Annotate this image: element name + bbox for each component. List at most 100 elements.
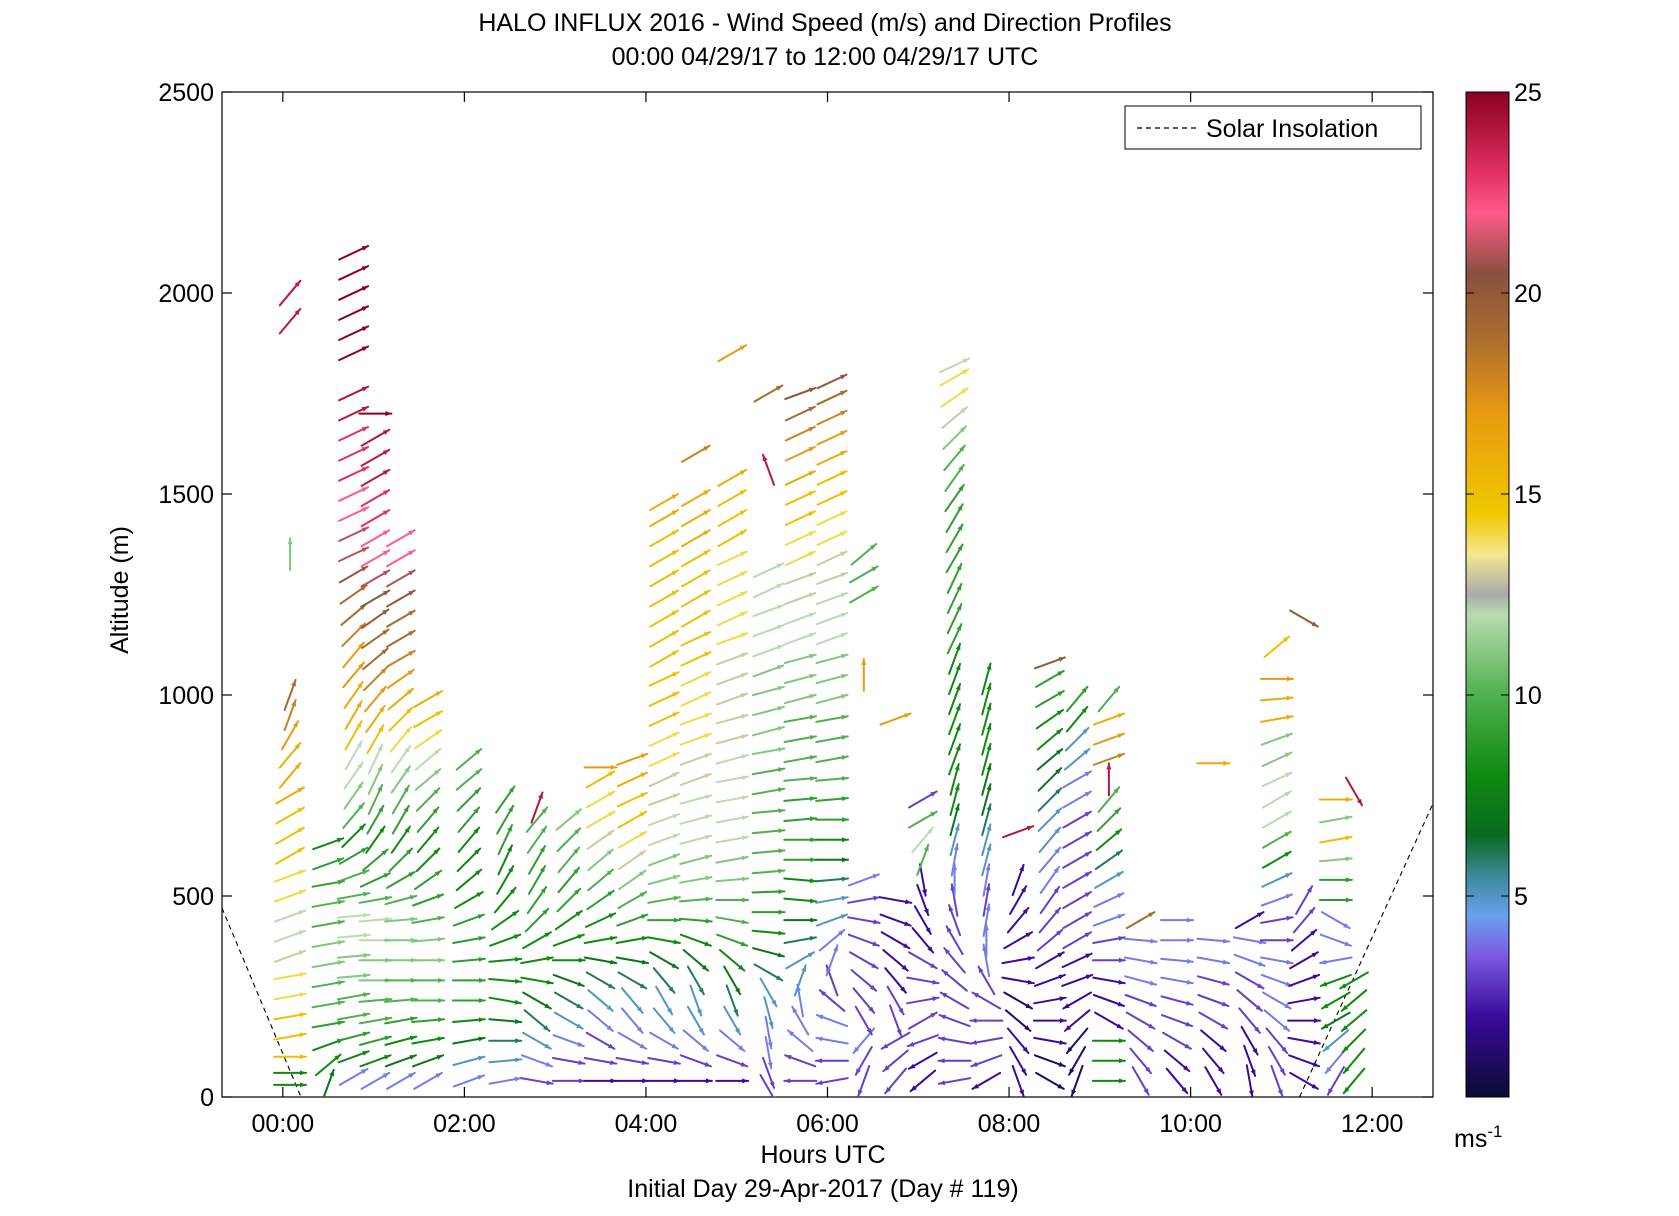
wind-vector-head: [408, 550, 415, 556]
wind-vector-head: [357, 762, 363, 769]
wind-vector-head: [410, 1016, 417, 1022]
wind-vector-head: [1117, 753, 1124, 759]
wind-vector-head: [291, 700, 296, 707]
wind-vector-head: [294, 763, 301, 770]
wind-vector-head: [768, 1021, 774, 1028]
wind-vector-head: [515, 957, 522, 962]
wind-vector-head: [294, 743, 301, 750]
wind-vector-head: [671, 650, 678, 656]
wind-vector-head: [357, 681, 363, 689]
wind-vector-head: [1356, 798, 1362, 806]
wind-vector-head: [361, 306, 369, 312]
wind-vector-head: [337, 1020, 344, 1026]
wind-vector-head: [777, 604, 784, 610]
wind-vector-head: [1063, 1003, 1070, 1009]
wind-vector-head: [1312, 1061, 1320, 1067]
wind-vector-head: [1054, 847, 1061, 854]
wind-vector-head: [954, 804, 960, 811]
wind-vector-head: [298, 950, 306, 956]
wind-vector-head: [382, 1072, 390, 1079]
wind-vector-head: [927, 946, 934, 953]
wind-vector-head: [986, 743, 992, 751]
wind-vector-head: [1345, 835, 1352, 841]
wind-vector-head: [842, 857, 848, 863]
wind-vector-head: [574, 809, 581, 816]
wind-vector-head: [1084, 831, 1091, 837]
wind-vector-head: [1284, 811, 1291, 817]
wind-vector-head: [436, 894, 444, 899]
wind-vector-head: [959, 445, 965, 452]
wind-vector-head: [939, 1014, 946, 1020]
wind-vector-head: [358, 803, 364, 810]
wind-vector-head: [741, 919, 748, 925]
wind-vector-head: [953, 844, 959, 851]
wind-vector-head: [986, 683, 992, 690]
wind-vector-head: [923, 908, 929, 916]
wind-vector-head: [610, 764, 617, 770]
wind-vector-head: [384, 1016, 392, 1022]
wind-vector-head: [1024, 1025, 1031, 1031]
wind-vector-head: [671, 1043, 678, 1049]
wind-vector-head: [382, 530, 390, 536]
wind-vector-head: [1255, 1005, 1262, 1011]
wind-vector-head: [1117, 713, 1124, 718]
wind-vector-head: [362, 1051, 369, 1056]
wind-vector-head: [377, 785, 383, 792]
wind-vector-head: [1223, 760, 1230, 766]
wind-vector-head: [948, 905, 954, 912]
wind-vector-head: [1148, 1023, 1155, 1029]
wind-vector-head: [1277, 1089, 1283, 1096]
wind-vector-head: [930, 1012, 937, 1018]
wind-vector-head: [408, 1072, 415, 1079]
wind-vector-head: [356, 721, 362, 728]
wind-vector-head: [739, 530, 746, 536]
wind-vector-head: [513, 934, 521, 940]
wind-vector-head: [701, 1045, 709, 1051]
wind-vector-head: [608, 791, 615, 797]
wind-vector-head: [840, 374, 847, 380]
wind-vector-head: [406, 848, 413, 855]
wind-vector-head: [777, 952, 784, 958]
y-axis-label: Altitude (m): [106, 526, 134, 654]
wind-vector-head: [1222, 980, 1229, 986]
wind-vector-head: [1286, 676, 1293, 682]
wind-vector-head: [361, 447, 369, 452]
wind-vector-head: [477, 1075, 484, 1080]
wind-vector-head: [573, 867, 580, 874]
wind-vector-head: [437, 936, 444, 942]
wind-vector-head: [1019, 864, 1024, 872]
wind-vector-head: [1286, 714, 1293, 720]
wind-vector-head: [1220, 1023, 1228, 1029]
wind-vector-head: [297, 827, 304, 833]
wind-vector-head: [840, 491, 847, 497]
wind-vector-head: [1345, 897, 1352, 903]
wind-vector-head: [515, 978, 522, 984]
wind-vector-head: [1343, 923, 1350, 929]
wind-vector-head: [334, 1054, 341, 1061]
wind-vector-head: [640, 772, 647, 778]
wind-vector-head: [777, 624, 784, 630]
wind-vector-head: [337, 960, 344, 966]
wind-vector-head: [336, 858, 344, 863]
wind-vector-head: [777, 787, 785, 793]
wind-vector-head: [361, 426, 369, 432]
wind-vector-head: [408, 871, 415, 878]
wind-vector-head: [1143, 1088, 1149, 1095]
wind-vector-head: [300, 1070, 307, 1076]
wind-vector-head: [574, 888, 581, 895]
wind-vector-head: [1113, 686, 1120, 693]
wind-vector-head: [298, 890, 306, 895]
wind-vector-head: [869, 984, 877, 991]
wind-vector-head: [704, 834, 712, 840]
wind-vector-head: [639, 983, 647, 989]
wind-vector-head: [872, 941, 879, 946]
wind-vector-head: [955, 663, 961, 671]
wind-vector-head: [1082, 727, 1089, 734]
wind-vector-head: [297, 807, 304, 813]
wind-vector-head: [985, 864, 991, 871]
wind-vector-head: [1148, 912, 1155, 918]
wind-vector-head: [575, 910, 582, 917]
x-axis: 00:00 02:00 04:00 06:00 08:00 10:00 12:00: [252, 92, 1403, 1138]
wind-vector-head: [1345, 877, 1352, 883]
